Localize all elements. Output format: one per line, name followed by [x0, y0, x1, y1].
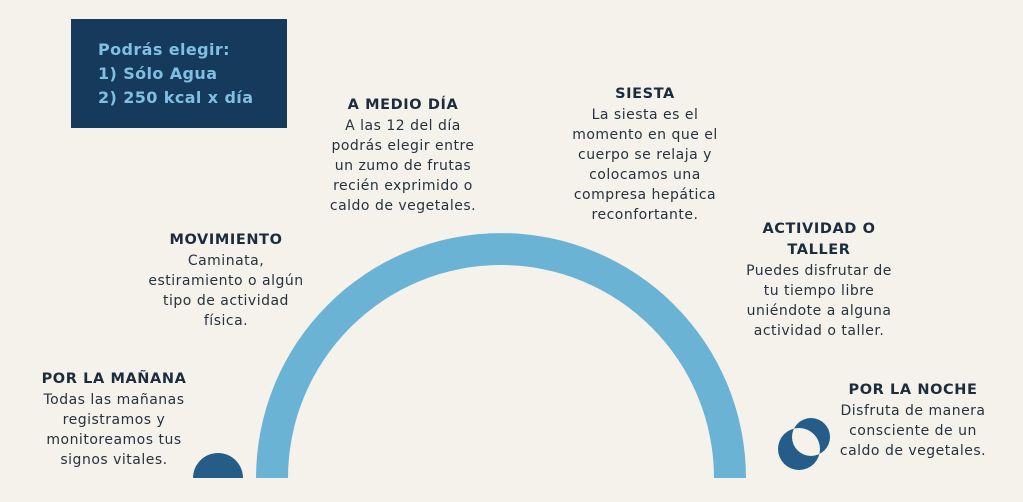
diet-choice-box: Podrás elegir: 1) Sólo Agua 2) 250 kcal …	[71, 19, 287, 128]
stage-activity-title: TALLER	[787, 242, 851, 258]
stage-activity-line: tu tiempo libre	[763, 283, 875, 299]
choice-option-water: 1) Sólo Agua	[98, 64, 218, 83]
stage-midday-title: A MEDIO DÍA	[347, 97, 459, 113]
stage-midday-line: podrás elegir entre	[331, 138, 475, 154]
stage-midday-line: A las 12 del día	[345, 118, 461, 134]
stage-midday-line: un zumo de frutas	[334, 158, 472, 174]
stage-morning-line: monitoreamos tus	[46, 432, 182, 448]
stage-nap-line: momento en que el	[572, 127, 718, 143]
stage-morning-line: Todas las mañanas	[43, 392, 185, 408]
stage-night-line: consciente de un	[849, 423, 977, 439]
stage-activity-line: Puedes disfrutar de	[746, 263, 892, 279]
stage-nap-line: reconfortante.	[591, 207, 699, 223]
rising-sun-icon	[193, 453, 243, 478]
stage-nap-line: compresa hepática	[573, 187, 717, 203]
crescent-moon-icon	[778, 418, 830, 470]
stage-midday-line: caldo de vegetales.	[329, 198, 477, 214]
stage-nap-line: colocamos una	[589, 167, 701, 183]
stage-nap-title: SIESTA	[615, 86, 675, 102]
stage-night-title: POR LA NOCHE	[848, 382, 978, 398]
stage-nap-line: La siesta es el	[591, 107, 699, 123]
day-arc-band	[256, 233, 746, 478]
stage-activity: ACTIVIDAD O TALLER Puedes disfrutar de t…	[729, 219, 909, 341]
stage-night: POR LA NOCHE Disfruta de manera conscien…	[823, 380, 1003, 461]
stage-movement-title: MOVIMIENTO	[169, 232, 283, 248]
stage-morning: POR LA MAÑANA Todas las mañanas registra…	[29, 369, 199, 470]
stage-movement-line: Caminata,	[187, 253, 265, 269]
stage-movement-line: física.	[203, 313, 249, 329]
choice-option-kcal: 2) 250 kcal x día	[98, 88, 254, 107]
stage-midday-line: recién exprimido o	[333, 178, 473, 194]
stage-nap: SIESTA La siesta es el momento en que el…	[555, 84, 735, 225]
stage-morning-line: registramos y	[62, 412, 166, 428]
stage-nap-line: cuerpo se relaja y	[578, 147, 712, 163]
stage-morning-title: POR LA MAÑANA	[41, 371, 187, 387]
choice-title: Podrás elegir:	[98, 40, 230, 59]
stage-movement: MOVIMIENTO Caminata, estiramiento o algú…	[136, 230, 316, 331]
stage-night-line: Disfruta de manera	[840, 403, 986, 419]
stage-midday: A MEDIO DÍA A las 12 del día podrás eleg…	[313, 95, 493, 216]
stage-movement-line: tipo de actividad	[163, 293, 289, 309]
stage-activity-line: actividad o taller.	[753, 323, 885, 339]
stage-night-line: caldo de vegetales.	[839, 443, 987, 459]
stage-activity-line: uniéndote a alguna	[746, 303, 892, 319]
stage-morning-line: signos vitales.	[60, 452, 168, 468]
stage-activity-title: ACTIVIDAD O	[762, 221, 876, 237]
stage-movement-line: estiramiento o algún	[148, 273, 304, 289]
